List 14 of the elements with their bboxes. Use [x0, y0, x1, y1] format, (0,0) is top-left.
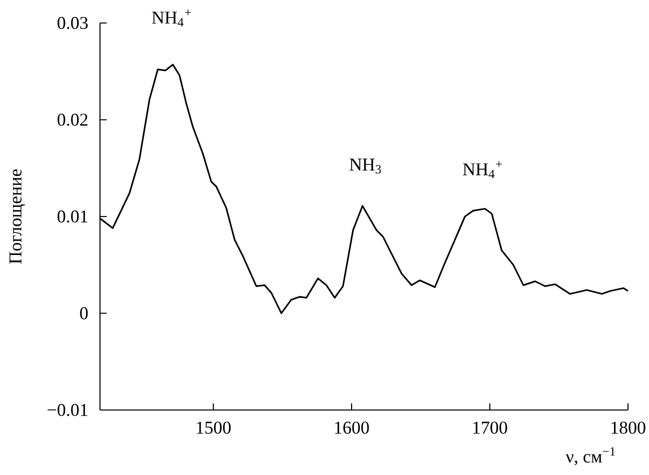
x-axis-title: ν, см$^{−1}$ — [566, 447, 615, 466]
annotation: NH$_{4}$+ — [152, 9, 191, 26]
annotation: NH$_{3}$ — [350, 158, 381, 174]
y-tick-label: 0.02 — [58, 114, 88, 126]
y-axis-title: Поглощение — [10, 169, 26, 264]
y-tick-label: 0 — [80, 307, 88, 320]
x-tick-label: 1500 — [196, 422, 231, 434]
y-tick-label: 0.01 — [58, 210, 88, 223]
x-tick-label: 1600 — [335, 422, 369, 434]
y-tick-label: −0.01 — [48, 404, 88, 416]
annotation: NH$_{4}$+ — [462, 161, 502, 178]
x-tick-label: 1700 — [473, 422, 508, 434]
x-tick-label: 1800 — [612, 422, 646, 434]
y-tick-label: 0.03 — [58, 16, 88, 30]
